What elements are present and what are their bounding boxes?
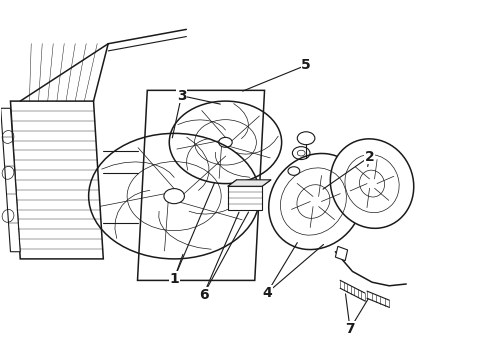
Text: 1: 1 xyxy=(169,271,179,285)
Text: 2: 2 xyxy=(365,150,374,164)
Polygon shape xyxy=(0,108,20,252)
Polygon shape xyxy=(138,90,265,280)
Text: 3: 3 xyxy=(177,89,186,103)
Text: 5: 5 xyxy=(301,58,311,72)
Text: 7: 7 xyxy=(345,322,355,336)
Polygon shape xyxy=(335,246,347,261)
Ellipse shape xyxy=(269,153,363,249)
Polygon shape xyxy=(228,186,262,210)
Text: 4: 4 xyxy=(262,286,272,300)
Polygon shape xyxy=(10,101,103,259)
Ellipse shape xyxy=(330,139,414,228)
Polygon shape xyxy=(228,180,271,186)
Text: 6: 6 xyxy=(198,288,208,302)
